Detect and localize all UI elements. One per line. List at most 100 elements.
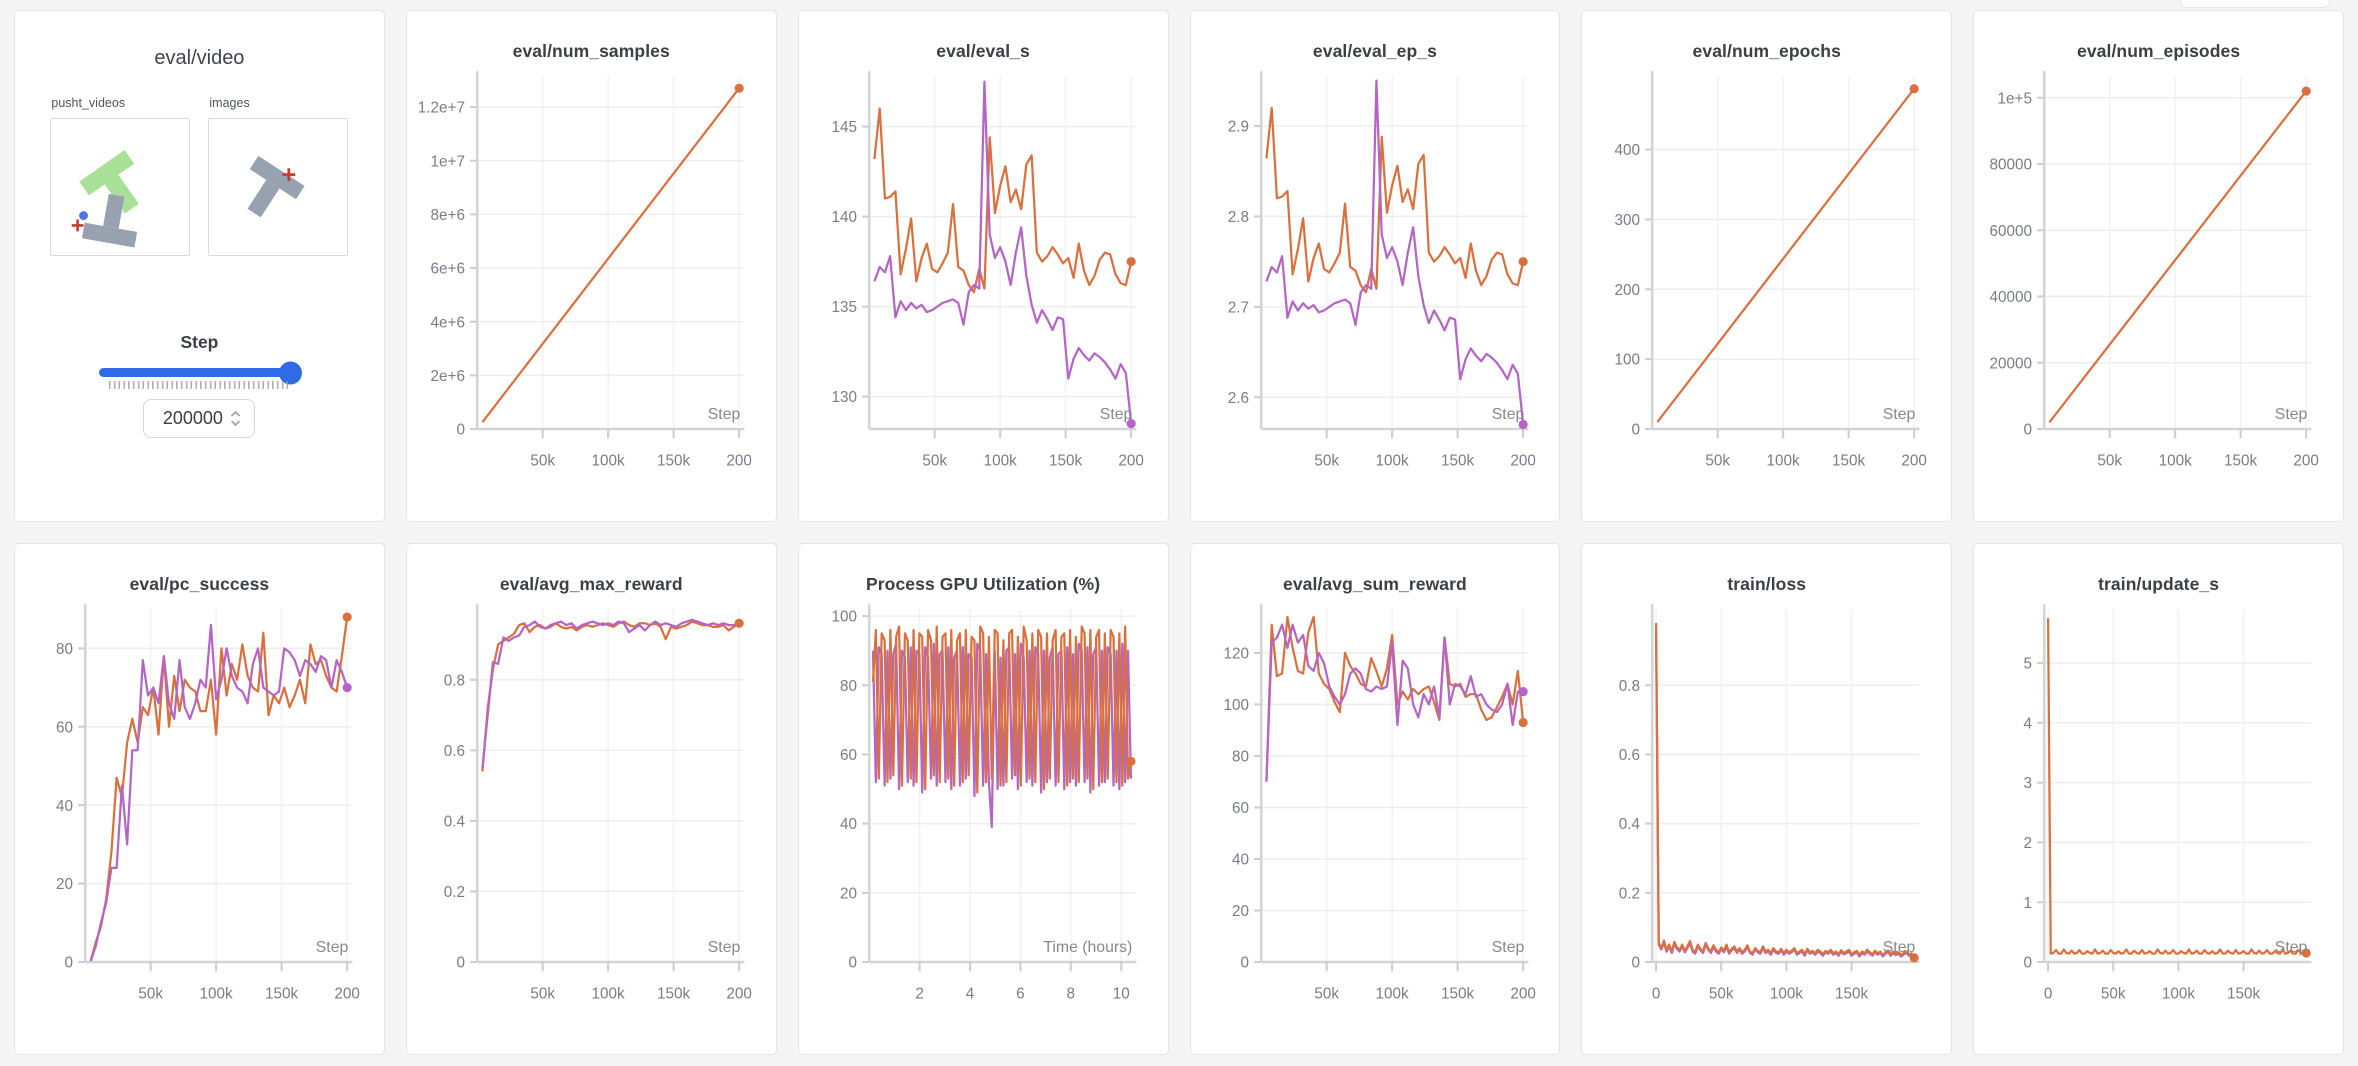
svg-text:0.2: 0.2 <box>444 884 465 901</box>
line-chart-svg: 0 20 40 60 80 100 2 4 6 8 10 Time (hours) <box>831 604 1137 1003</box>
chart-canvas[interactable]: 0 1 2 3 4 5 0 50k 100k 150k Step <box>1974 599 2343 1035</box>
step-slider-ruler <box>109 381 290 389</box>
x-gridlines <box>2109 76 2308 429</box>
stepper-up-icon[interactable] <box>230 410 241 418</box>
svg-text:0.8: 0.8 <box>1619 678 1640 695</box>
step-slider-label: Step <box>180 332 219 352</box>
step-value-input[interactable] <box>157 408 228 429</box>
pusht-video-thumbnail[interactable] <box>50 118 191 256</box>
series-lines <box>1656 88 1916 423</box>
pusht-scene <box>72 150 140 248</box>
chart-title: eval/num_samples <box>512 41 670 61</box>
x-ticks: 50k 100k 150k 200 <box>1314 428 1535 470</box>
chart-canvas[interactable]: 0 20 40 60 80 100 120 50k 100k 150k 200 Step <box>1191 599 1560 1035</box>
pusht-image-thumbnail[interactable] <box>208 118 349 256</box>
svg-text:1e+5: 1e+5 <box>1998 90 2032 107</box>
y-gridlines: 0 0.2 0.4 0.6 0.8 <box>1619 678 1920 972</box>
svg-text:145: 145 <box>831 119 857 136</box>
svg-text:50k: 50k <box>530 453 555 470</box>
series-orange-endpoint <box>1126 756 1136 767</box>
chart-title: Process GPU Utilization (%) <box>866 574 1101 594</box>
x-gridlines <box>1325 76 1524 429</box>
svg-text:20: 20 <box>1231 903 1248 920</box>
x-gridlines <box>541 76 740 429</box>
series-purple-line <box>481 618 740 769</box>
partial-overlay-element <box>2180 0 2330 8</box>
x-ticks: 50k 100k 150k 200 <box>1314 961 1535 1003</box>
step-slider-thumb[interactable] <box>279 361 303 384</box>
series-purple-line <box>1264 623 1523 782</box>
series-purple-line <box>1655 633 1916 960</box>
svg-text:6: 6 <box>1016 986 1025 1003</box>
tee-block-shape <box>247 155 306 218</box>
svg-text:100k: 100k <box>2162 986 2195 1003</box>
line-chart-svg: 130 135 140 145 50k 100k 150k 200 Step <box>831 71 1144 470</box>
chart-canvas[interactable]: 0 20 40 60 80 50k 100k 150k 200 Step <box>15 599 384 1035</box>
x-gridlines <box>541 609 740 962</box>
media-item-images: images <box>208 96 349 256</box>
svg-text:0: 0 <box>2024 955 2033 972</box>
x-axis-label: Step <box>708 406 741 423</box>
chart-canvas[interactable]: 0 20 40 60 80 100 2 4 6 8 10 Time (hours) <box>799 599 1168 1035</box>
x-axis-label: Step <box>1491 939 1524 956</box>
svg-text:300: 300 <box>1615 212 1641 229</box>
series-lines <box>1655 623 1916 960</box>
series-lines <box>871 625 1132 829</box>
chart-canvas[interactable]: 0 2e+6 4e+6 6e+6 8e+6 1e+7 1.2e+7 50k 100k 150k 20… <box>407 66 776 502</box>
svg-text:0: 0 <box>456 422 465 439</box>
y-gridlines: 0 0.2 0.4 0.6 0.8 <box>444 672 745 972</box>
chart-panel: train/update_s 0 1 2 3 4 5 0 50k 100k 150k Step <box>1973 543 2344 1055</box>
x-ticks: 50k 100k 150k 200 <box>530 961 752 1003</box>
x-ticks: 2 4 6 8 10 <box>915 961 1129 1003</box>
svg-text:150k: 150k <box>1441 986 1474 1003</box>
x-axis-label: Step <box>708 939 741 956</box>
series-lines <box>481 618 740 772</box>
x-ticks: 50k 100k 150k 200 <box>2098 428 2319 470</box>
y-gridlines: 0 100 200 300 400 <box>1615 142 1920 439</box>
svg-text:150k: 150k <box>1832 453 1865 470</box>
svg-text:150k: 150k <box>1049 453 1082 470</box>
svg-text:4: 4 <box>2024 715 2033 732</box>
svg-text:1e+7: 1e+7 <box>430 153 464 170</box>
svg-text:140: 140 <box>831 209 857 226</box>
svg-text:40: 40 <box>840 816 857 833</box>
x-ticks: 0 50k 100k 150k <box>2044 961 2261 1003</box>
svg-text:20: 20 <box>840 885 857 902</box>
goal-cross-icon <box>282 168 296 182</box>
svg-text:130: 130 <box>831 389 857 406</box>
chart-canvas[interactable]: 130 135 140 145 50k 100k 150k 200 Step <box>799 66 1168 502</box>
chart-canvas[interactable]: 0 0.2 0.4 0.6 0.8 50k 100k 150k 200 Step <box>407 599 776 1035</box>
svg-text:200: 200 <box>334 986 360 1003</box>
x-gridlines <box>2047 609 2245 962</box>
chart-title: eval/num_epochs <box>1692 41 1841 61</box>
chart-title: eval/avg_sum_reward <box>1283 574 1467 594</box>
chart-canvas[interactable]: 0 20000 40000 60000 80000 1e+5 50k 100k 150k 200 S… <box>1974 66 2343 502</box>
svg-text:50k: 50k <box>138 986 163 1003</box>
x-axis-label: Step <box>1883 406 1916 423</box>
line-chart-svg: 0 0.2 0.4 0.6 0.8 0 50k 100k 150k Step <box>1619 604 1920 1003</box>
chart-canvas[interactable]: 2.6 2.7 2.8 2.9 50k 100k 150k 200 Step <box>1191 66 1560 502</box>
step-input-box <box>143 399 256 438</box>
chart-panel: eval/eval_ep_s 2.6 2.7 2.8 2.9 50k 100k 150k 20… <box>1189 10 1561 522</box>
svg-text:0.6: 0.6 <box>1619 747 1640 764</box>
y-gridlines: 130 135 140 145 <box>831 119 1137 406</box>
chart-canvas[interactable]: 0 100 200 300 400 50k 100k 150k 200 Step <box>1582 66 1951 502</box>
series-orange-endpoint <box>1518 717 1528 728</box>
svg-text:0: 0 <box>2044 986 2052 1003</box>
series-purple-line <box>89 623 349 961</box>
x-axis-label: Step <box>2275 939 2308 956</box>
stepper-down-icon[interactable] <box>230 419 241 427</box>
media-label: pusht_videos <box>51 96 126 110</box>
chart-panel: train/loss 0 0.2 0.4 0.6 0.8 0 50k 100k 150k Step <box>1581 543 1953 1055</box>
chart-canvas[interactable]: 0 0.2 0.4 0.6 0.8 0 50k 100k 150k Step <box>1582 599 1951 1035</box>
svg-text:20: 20 <box>56 876 73 893</box>
series-lines <box>2047 618 2307 955</box>
svg-text:50k: 50k <box>2101 986 2126 1003</box>
svg-text:100k: 100k <box>591 453 624 470</box>
svg-text:2.8: 2.8 <box>1227 209 1248 226</box>
series-lines <box>872 80 1132 424</box>
panel-eval-video: eval/video pusht_videos <box>14 10 385 522</box>
svg-text:120: 120 <box>1223 646 1249 663</box>
series-orange-endpoint <box>1518 257 1528 267</box>
step-slider-track[interactable] <box>99 361 303 384</box>
